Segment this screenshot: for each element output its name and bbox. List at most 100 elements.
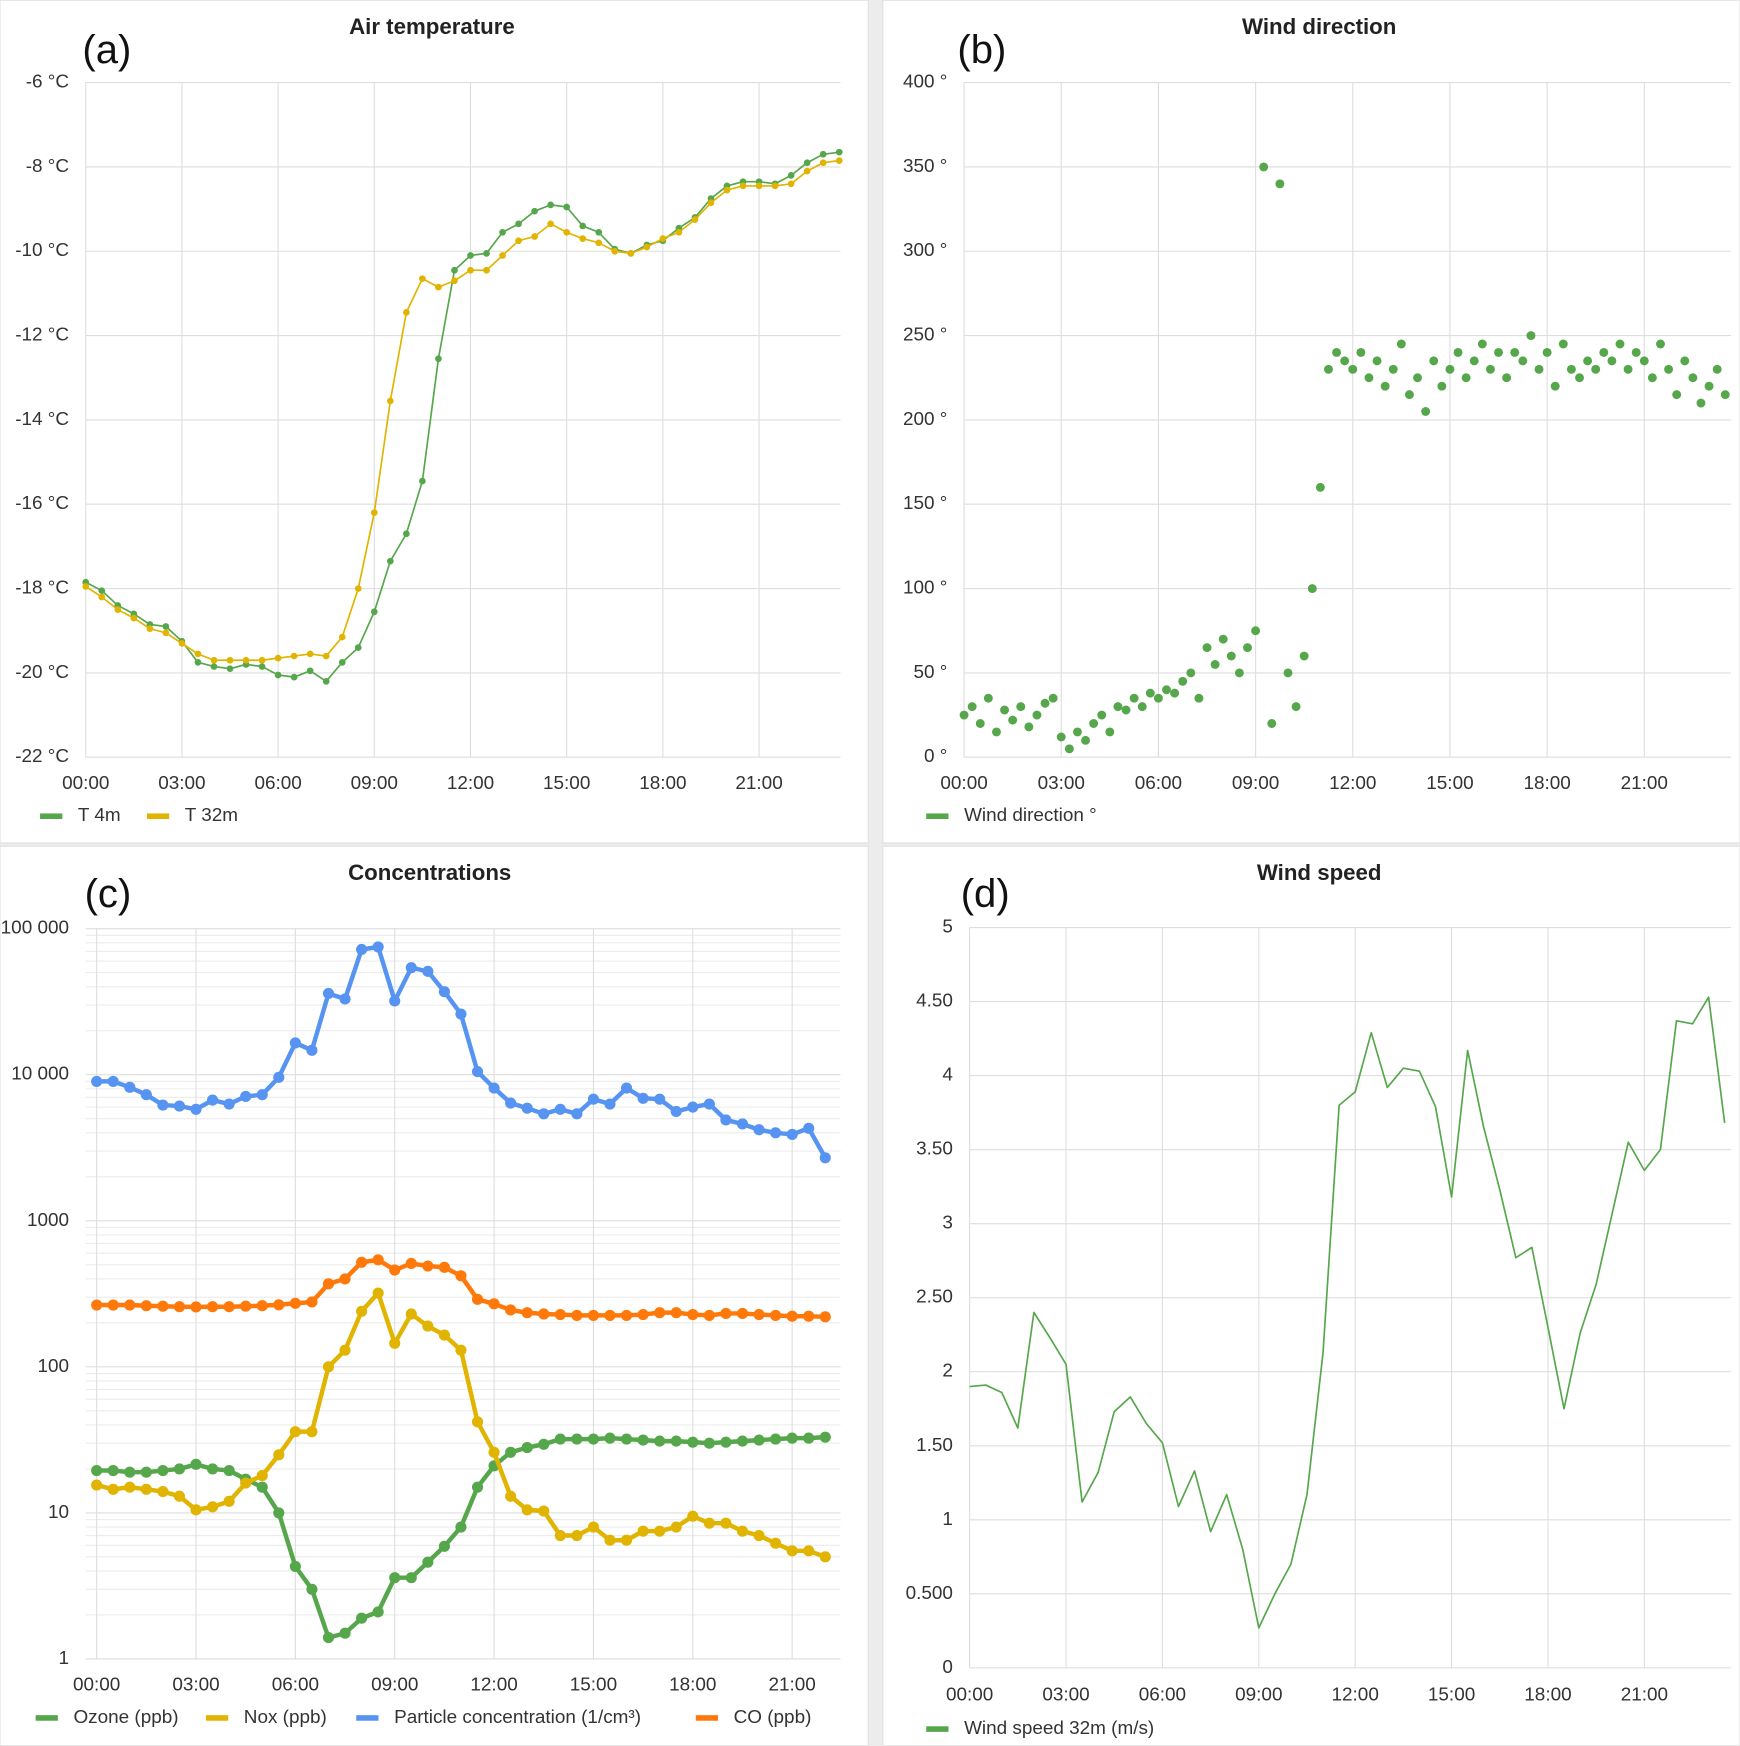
point [499,252,506,259]
point [1607,356,1617,366]
point [157,1464,169,1477]
point [531,233,538,240]
point [1016,702,1026,712]
point [1259,162,1269,172]
point [505,1097,517,1109]
point [488,1298,500,1310]
point [604,1432,616,1444]
y-tick-label: 5 [942,917,953,938]
point [1477,339,1487,349]
point [579,235,587,242]
point [240,1477,252,1489]
point [620,1309,633,1321]
point [1720,390,1730,400]
point [1097,710,1107,720]
x-tick-label: 18:00 [1524,1685,1571,1706]
point [563,203,571,211]
point [538,1505,550,1517]
point [1299,651,1309,661]
point [258,663,266,670]
x-tick-label: 06:00 [272,1675,319,1696]
point [240,1300,252,1312]
point [157,1485,169,1498]
point [1704,381,1714,391]
point [654,1525,666,1537]
point [959,710,969,720]
point [620,1082,633,1094]
point [1202,643,1212,653]
point [256,1300,268,1312]
y-tick-label: 10 000 [11,1064,69,1085]
point [670,1307,682,1319]
point [967,702,977,712]
point [389,1337,401,1349]
point [339,1627,351,1639]
point [703,1098,715,1110]
point [1081,735,1090,745]
point [983,693,993,703]
point [210,663,218,670]
point [1275,179,1285,189]
legend-label: Ozone (ppb) [73,1707,178,1728]
point [1218,634,1228,644]
x-tick-label: 06:00 [1135,773,1182,794]
point [339,1344,351,1356]
point [803,167,811,175]
point [339,1273,351,1285]
point [1129,693,1139,703]
point [563,228,571,236]
point [91,1464,103,1477]
legend-swatch [205,1715,229,1721]
legend-swatch [926,813,949,820]
point [579,222,587,230]
legend-swatch [40,813,63,820]
point [1445,364,1455,374]
point [521,1307,533,1319]
point [210,656,218,664]
point [1251,626,1261,636]
point [322,1278,335,1290]
y-tick-label: 0 ° [924,746,947,767]
x-tick-label: 12:00 [447,773,494,794]
point [739,182,747,190]
point [1510,347,1520,357]
point [389,995,401,1007]
point [483,266,490,274]
point [306,1426,318,1438]
point [720,1517,732,1529]
point [206,1501,219,1513]
legend-swatch [356,1715,379,1721]
point [435,355,442,363]
point [521,1102,533,1114]
point [206,1463,219,1475]
point [505,1446,517,1458]
point [471,1416,484,1428]
point [538,1108,550,1120]
point [515,237,522,245]
point [547,220,554,228]
point [322,652,330,660]
point [419,275,426,282]
point [306,1044,318,1056]
point [226,656,234,664]
point [322,1632,335,1644]
y-tick-label: 3.50 [916,1139,953,1160]
point [274,654,282,662]
point [1056,732,1066,742]
x-tick-label: 06:00 [254,773,301,794]
chart-title: Air temperature [349,14,515,39]
point [803,1310,815,1322]
point [1194,693,1204,703]
point [1502,373,1512,383]
point [753,1434,765,1446]
point [1283,668,1293,678]
x-tick-label: 03:00 [172,1675,219,1696]
point [405,1257,417,1270]
point [611,247,619,255]
y-tick-label: -12 °C [15,325,69,346]
point [1267,719,1277,728]
point [505,1490,517,1502]
point [819,1431,831,1443]
point [703,1437,715,1449]
